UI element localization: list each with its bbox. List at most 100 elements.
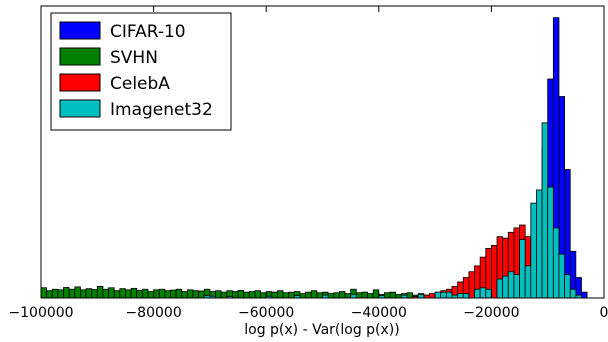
bar-svhn-21: [158, 288, 166, 299]
legend: CIFAR-10 SVHN CelebA Imagenet32: [50, 12, 232, 131]
legend-label-svhn: SVHN: [110, 48, 158, 68]
bar-svhn-18: [141, 288, 149, 299]
x-tick-label: 0: [600, 305, 608, 321]
bar-svhn-49: [316, 292, 323, 299]
x-tick-label: −60000: [238, 305, 294, 321]
bar-svhn-22: [164, 290, 171, 299]
bar-imagenet32-18: [485, 288, 492, 299]
bar-imagenet32-26: [536, 189, 543, 299]
legend-swatch-svhn: [59, 47, 101, 66]
bar-imagenet32-27: [541, 122, 549, 299]
bar-imagenet32-24: [524, 265, 532, 299]
bar-svhn-5: [68, 288, 76, 299]
bar-svhn-36: [243, 291, 250, 299]
bar-celeba-14: [490, 245, 498, 299]
bar-svhn-17: [136, 290, 143, 299]
bar-imagenet32-29: [552, 227, 560, 299]
bar-svhn-43: [282, 292, 290, 299]
bar-svhn-47: [305, 291, 312, 299]
bar-svhn-54: [344, 293, 352, 299]
bar-svhn-16: [130, 287, 138, 299]
legend-swatch-celeba: [59, 73, 101, 92]
bar-svhn-26: [186, 289, 194, 299]
series-imagenet32: [203, 122, 582, 299]
legend-swatch-cifar-10: [59, 21, 101, 40]
bar-imagenet32-17: [479, 287, 487, 299]
bar-svhn-7: [80, 289, 87, 299]
bar-imagenet32-19: [496, 278, 504, 299]
x-tick-label: −100000: [8, 305, 73, 321]
bar-svhn-41: [271, 291, 278, 299]
x-tick-label: −80000: [125, 305, 181, 321]
bar-svhn-37: [248, 291, 256, 299]
bar-svhn-28: [198, 290, 205, 299]
bar-svhn-34: [232, 291, 239, 299]
bar-svhn-9: [91, 289, 98, 299]
bar-svhn-59: [372, 289, 380, 299]
bar-svhn-39: [260, 292, 267, 299]
bar-imagenet32-30: [558, 253, 565, 299]
bar-svhn-15: [125, 289, 132, 299]
bar-svhn-62: [389, 291, 397, 299]
legend-label-celeba: CelebA: [110, 74, 170, 94]
bar-svhn-24: [175, 288, 183, 299]
bar-svhn-32: [220, 291, 228, 299]
bar-imagenet32-15: [462, 293, 470, 299]
bar-svhn-20: [153, 289, 160, 299]
bar-imagenet32-16: [474, 288, 481, 299]
bar-imagenet32-21: [507, 271, 515, 299]
bar-imagenet32-32: [569, 288, 577, 299]
x-tick-label: −20000: [463, 305, 519, 321]
bar-svhn-52: [333, 292, 340, 299]
bar-svhn-58: [367, 293, 374, 299]
bar-svhn-48: [310, 290, 318, 299]
histogram-bars: [40, 17, 588, 299]
legend-swatch-imagenet32: [59, 99, 101, 118]
bar-imagenet32-31: [564, 274, 571, 299]
bar-imagenet32-22: [513, 274, 520, 299]
legend-label-cifar-10: CIFAR-10: [110, 22, 186, 42]
bar-svhn-6: [74, 286, 81, 299]
x-tick-label: −40000: [351, 305, 407, 321]
bar-imagenet32-28: [547, 186, 554, 299]
bar-imagenet32-11: [440, 291, 447, 299]
bar-imagenet32-14: [457, 293, 464, 299]
bar-svhn-42: [277, 290, 284, 299]
bar-celeba-3: [429, 293, 436, 299]
bar-svhn-63: [395, 294, 402, 299]
bar-svhn-56: [355, 292, 363, 299]
x-axis-ticks: −100000 −80000 −60000 −40000 −20000 0: [8, 6, 608, 321]
bar-svhn-2: [51, 288, 59, 299]
bar-svhn-27: [192, 290, 200, 299]
bar-imagenet32-10: [434, 291, 442, 299]
bar-svhn-11: [102, 288, 109, 299]
bar-svhn-1: [46, 290, 53, 299]
bar-imagenet32-23: [519, 239, 526, 299]
bar-imagenet32-25: [530, 202, 537, 299]
bar-imagenet32-6: [350, 294, 357, 299]
bar-imagenet32-20: [502, 275, 509, 299]
bar-svhn-38: [254, 290, 261, 299]
bar-svhn-12: [108, 287, 115, 299]
bar-svhn-0: [40, 287, 48, 299]
bar-svhn-19: [147, 291, 155, 299]
bar-cifar-10-8: [581, 291, 588, 299]
plot-area: [40, 17, 588, 299]
bar-svhn-65: [406, 292, 413, 299]
bar-svhn-51: [327, 293, 335, 299]
bar-svhn-14: [119, 288, 126, 299]
bar-svhn-4: [63, 287, 70, 299]
bar-svhn-23: [170, 289, 177, 299]
bar-svhn-13: [113, 290, 121, 299]
bar-svhn-53: [338, 291, 346, 299]
bar-imagenet32-9: [417, 294, 425, 299]
bar-svhn-44: [288, 291, 295, 299]
plot-frame: [40, 5, 605, 299]
x-axis-title: log p(x) - Var(log p(x)): [244, 322, 399, 338]
bar-svhn-57: [361, 291, 368, 299]
bar-svhn-46: [299, 293, 307, 299]
bar-svhn-3: [57, 289, 64, 299]
bar-svhn-35: [237, 290, 245, 299]
bar-svhn-31: [215, 290, 222, 299]
